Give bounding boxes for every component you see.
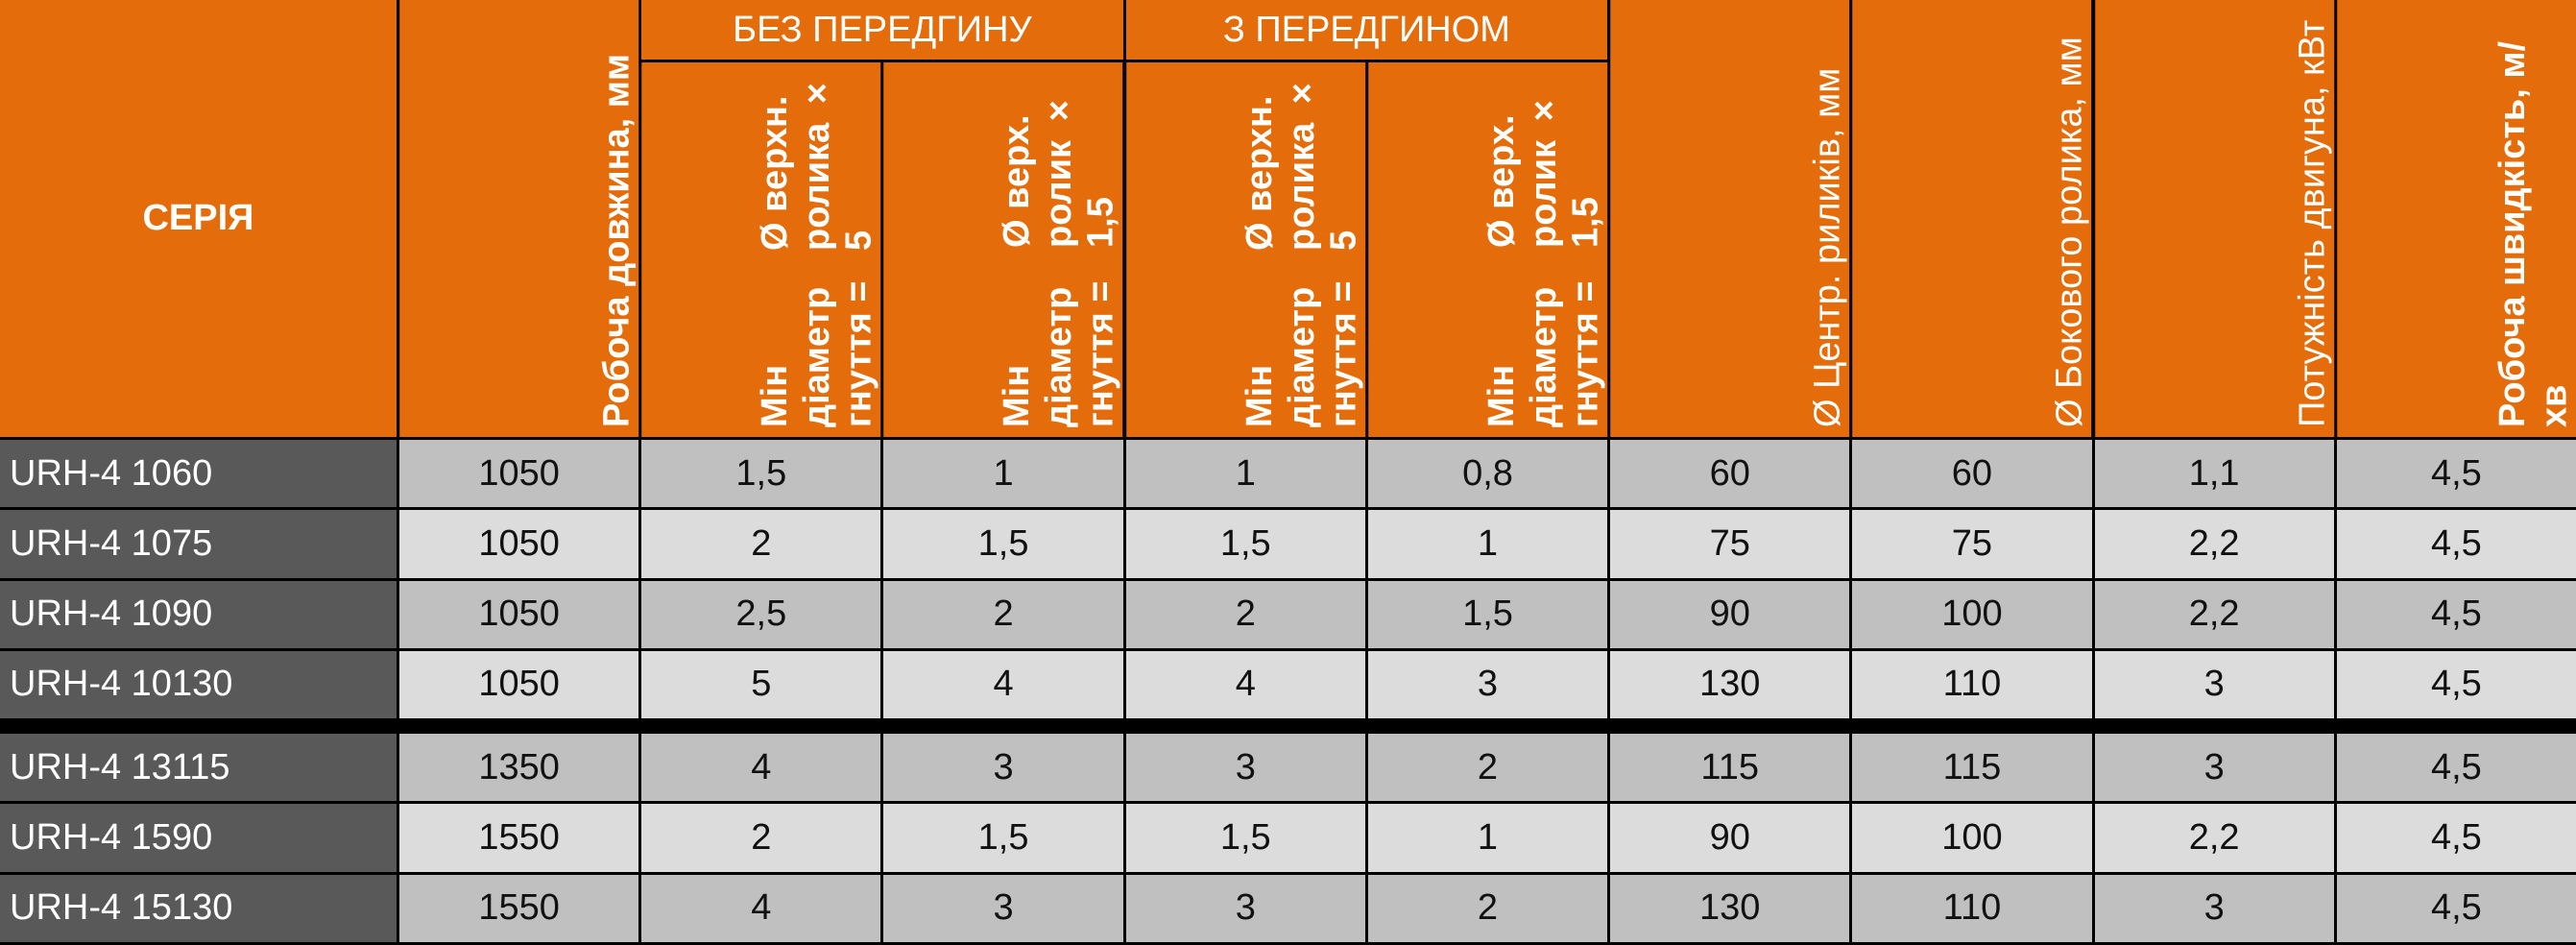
table-cell: 2,2 [2094,510,2334,578]
header-line-1: Мін діаметр гнуття = [755,280,879,427]
series-cell: URH-4 10130 [0,650,397,719]
table-cell: 1,5 [883,804,1123,872]
header-min-diameter-prebend-x5: Мін діаметр гнуття = Ø верхн. ролика × 5 [1125,62,1365,437]
table-cell: 130 [1610,650,1850,719]
table-cell: 4,5 [2336,804,2576,872]
table-cell: 3 [1125,734,1365,802]
table-cell: 60 [1610,440,1850,508]
table-cell: 60 [1852,440,2092,508]
table-cell: 115 [1610,734,1850,802]
header-side-roller-label: Ø Бокового ролика, мм [2049,36,2090,427]
header-min-diameter-prebend-x15: Мін діаметр гнуття = Ø верх. ролик × 1,5 [1367,62,1608,437]
table-cell: 4,5 [2336,510,2576,578]
table-cell: 4 [641,734,881,802]
header-center-rollers-label: Ø Центр. риликів, мм [1807,67,1848,427]
table-cell: 1550 [399,804,639,872]
table-cell: 100 [1852,804,2092,872]
header-line-1: Мін діаметр гнуття = [1481,280,1606,427]
series-cell: URH-4 15130 [0,874,397,942]
table-cell: 2 [641,804,881,872]
table-cell: 1 [1125,440,1365,508]
header-line-1: Мін діаметр гнуття = [997,280,1121,427]
table-cell: 3 [2094,874,2334,942]
table-cell: 2,2 [2094,580,2334,648]
table-cell: 2,2 [2094,804,2334,872]
table-cell: 1,5 [883,510,1123,578]
series-cell: URH-4 1090 [0,580,397,648]
table-cell: 1 [1367,510,1608,578]
table-cell: 115 [1852,734,2092,802]
table-cell: 110 [1852,874,2092,942]
table-cell: 90 [1610,804,1850,872]
header-center-rollers: Ø Центр. риликів, мм [1610,0,1850,437]
series-cell: URH-4 1060 [0,440,397,508]
table-cell: 1,5 [1125,804,1365,872]
table-cell: 5 [641,650,881,719]
table-cell: 130 [1610,874,1850,942]
table-cell: 0,8 [1367,440,1608,508]
table-cell: 1050 [399,440,639,508]
series-cell: URH-4 1590 [0,804,397,872]
table-cell: 1,5 [1367,580,1608,648]
header-line-2: Ø верх. ролик × 1,5 [1481,89,1606,249]
table-cell: 4,5 [2336,650,2576,719]
table-cell: 4 [883,650,1123,719]
header-min-diameter-no-prebend-x15: Мін діаметр гнуття = Ø верх. ролик × 1,5 [883,62,1123,437]
series-cell: URH-4 13115 [0,734,397,802]
series-cell: URH-4 1075 [0,510,397,578]
header-working-length: Робоча довжина, мм [399,0,639,437]
header-min-diameter-no-prebend-x5: Мін діаметр гнуття = Ø верхн. ролика × 5 [641,62,881,437]
table-cell: 75 [1852,510,2092,578]
table-cell: 4,5 [2336,580,2576,648]
table-cell: 100 [1852,580,2092,648]
table-cell: 110 [1852,650,2092,719]
header-working-speed: Робоча швидкість, м/хв [2336,0,2576,437]
table-cell: 3 [1125,874,1365,942]
table-cell: 1050 [399,510,639,578]
table-cell: 4 [1125,650,1365,719]
table-cell: 1,5 [641,440,881,508]
header-group-with-prebend: З ПЕРЕДГИНОМ [1125,0,1608,60]
header-working-length-label: Робоча довжина, мм [596,53,638,427]
header-side-roller: Ø Бокового ролика, мм [1852,0,2092,437]
table-cell: 1,1 [2094,440,2334,508]
header-group-without-prebend: БЕЗ ПЕРЕДГИНУ [641,0,1123,60]
table-cell: 1,5 [1125,510,1365,578]
header-working-speed-label: Робоча швидкість, м/хв [2492,40,2575,427]
table-cell: 75 [1610,510,1850,578]
table-cell: 2,5 [641,580,881,648]
table-cell: 1050 [399,580,639,648]
table-cell: 3 [883,874,1123,942]
header-line-1: Мін діаметр гнуття = [1239,280,1364,427]
table-cell: 2 [1125,580,1365,648]
table-cell: 3 [2094,734,2334,802]
table-cell: 3 [883,734,1123,802]
table-cell: 4,5 [2336,734,2576,802]
table-cell: 1 [1367,804,1608,872]
table-cell: 1350 [399,734,639,802]
table-cell: 4 [641,874,881,942]
table-cell: 90 [1610,580,1850,648]
table-cell: 4,5 [2336,440,2576,508]
header-motor-power-label: Потужність двигуна, кВт [2292,19,2333,427]
table-cell: 1 [883,440,1123,508]
table-cell: 2 [1367,734,1608,802]
table-cell: 2 [641,510,881,578]
header-motor-power: Потужність двигуна, кВт [2094,0,2334,437]
table-cell: 3 [1367,650,1608,719]
section-divider [0,721,2576,732]
header-line-2: Ø верх. ролик × 1,5 [997,89,1121,249]
table-cell: 2 [1367,874,1608,942]
table-cell: 3 [2094,650,2334,719]
table-cell: 2 [883,580,1123,648]
header-series: СЕРІЯ [0,0,397,437]
table-cell: 1550 [399,874,639,942]
table-cell: 4,5 [2336,874,2576,942]
header-line-2: Ø верхн. ролика × 5 [1239,72,1364,251]
header-line-2: Ø верхн. ролика × 5 [755,72,879,251]
table-cell: 1050 [399,650,639,719]
